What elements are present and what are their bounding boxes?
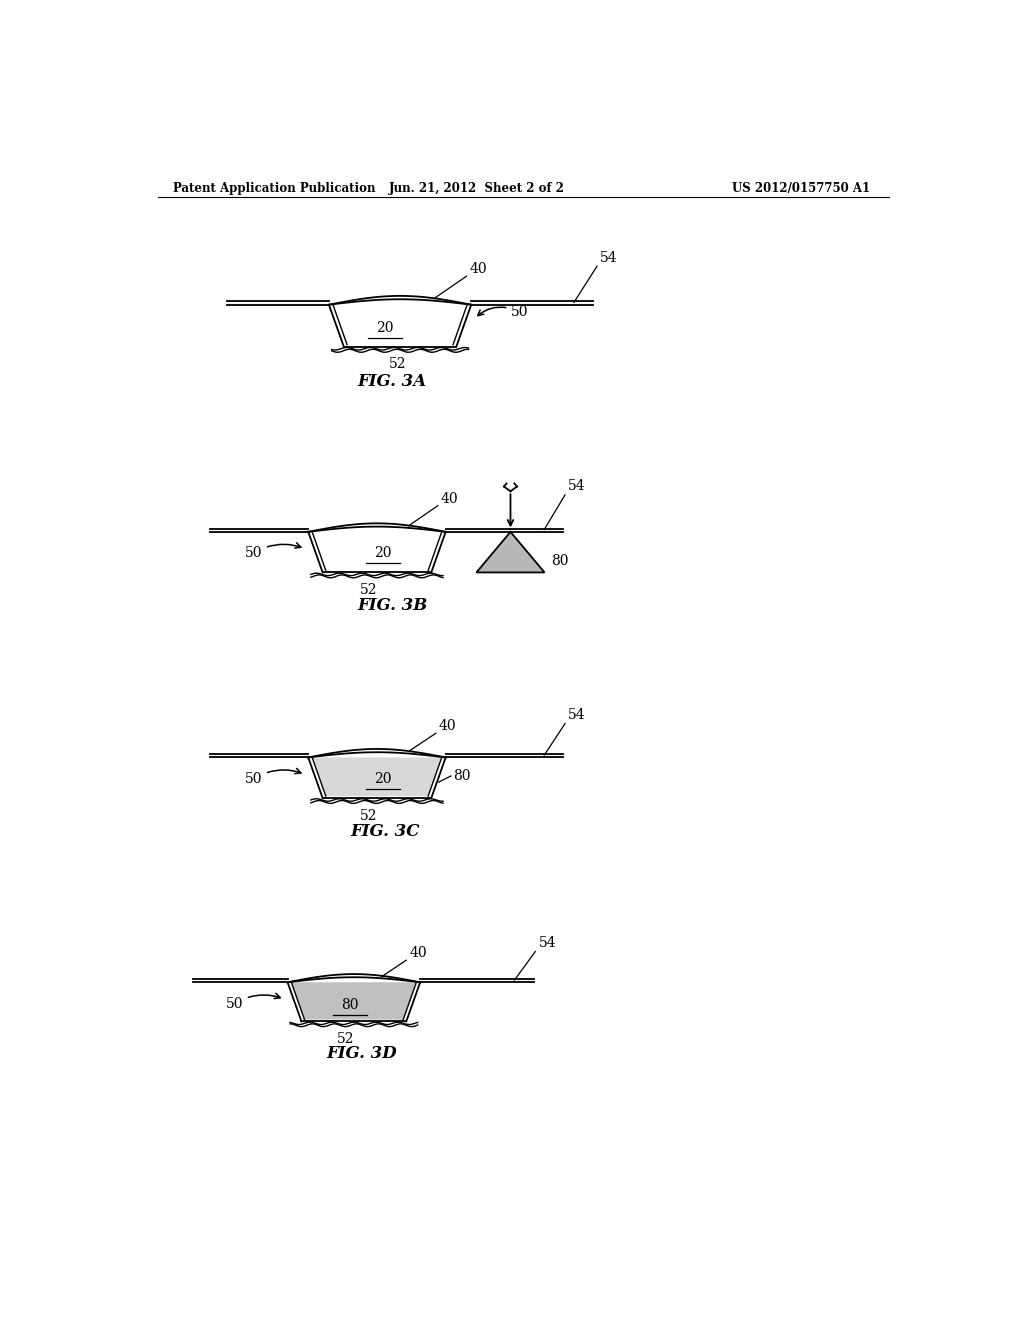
Text: 54: 54 bbox=[568, 479, 586, 494]
Text: 54: 54 bbox=[600, 251, 617, 264]
Text: 80: 80 bbox=[551, 554, 568, 568]
Polygon shape bbox=[476, 532, 545, 573]
Text: Patent Application Publication: Patent Application Publication bbox=[173, 182, 376, 194]
Text: 80: 80 bbox=[454, 770, 471, 783]
Text: 54: 54 bbox=[539, 936, 556, 950]
Text: 50: 50 bbox=[225, 993, 281, 1011]
Text: 20: 20 bbox=[376, 321, 393, 335]
Text: 40: 40 bbox=[410, 946, 427, 960]
Polygon shape bbox=[312, 758, 441, 796]
Text: 50: 50 bbox=[245, 768, 301, 785]
Text: 50: 50 bbox=[477, 305, 528, 319]
Text: 52: 52 bbox=[360, 809, 378, 822]
Text: 20: 20 bbox=[375, 546, 392, 561]
Text: 40: 40 bbox=[439, 719, 457, 733]
Text: FIG. 3D: FIG. 3D bbox=[327, 1044, 397, 1061]
Text: 52: 52 bbox=[337, 1032, 354, 1047]
Text: 40: 40 bbox=[441, 491, 459, 506]
Text: 40: 40 bbox=[470, 263, 487, 276]
Text: 80: 80 bbox=[341, 998, 358, 1012]
Text: 52: 52 bbox=[388, 358, 406, 371]
Text: 50: 50 bbox=[245, 543, 301, 561]
Text: FIG. 3B: FIG. 3B bbox=[357, 598, 427, 614]
Text: FIG. 3C: FIG. 3C bbox=[350, 822, 420, 840]
Text: Jun. 21, 2012  Sheet 2 of 2: Jun. 21, 2012 Sheet 2 of 2 bbox=[389, 182, 565, 194]
Text: 20: 20 bbox=[375, 772, 392, 785]
Text: 54: 54 bbox=[568, 708, 586, 722]
Text: FIG. 3A: FIG. 3A bbox=[357, 372, 427, 389]
Text: US 2012/0157750 A1: US 2012/0157750 A1 bbox=[731, 182, 869, 194]
Text: 52: 52 bbox=[360, 583, 378, 597]
Polygon shape bbox=[292, 982, 417, 1019]
